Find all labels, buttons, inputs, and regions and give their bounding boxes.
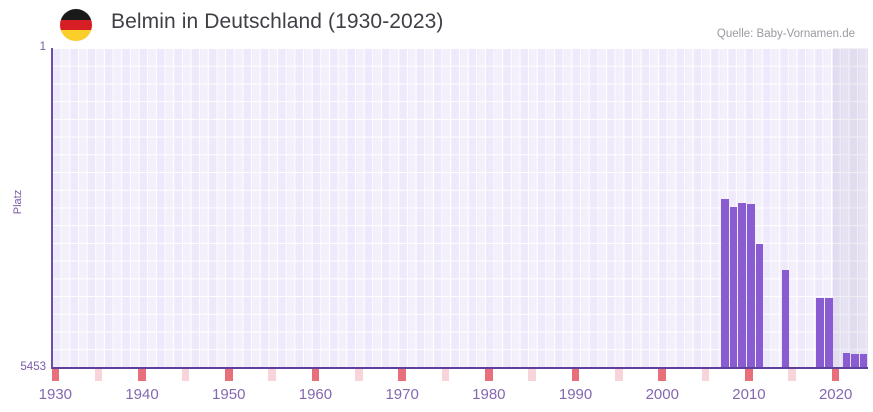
- x-tick-mark-2000: [658, 369, 667, 381]
- x-axis-label-1960: 1960: [298, 386, 333, 403]
- x-tick-mark-1970: [398, 369, 406, 381]
- x-tick-mark-1945: [181, 369, 190, 381]
- bar-2008[interactable]: [729, 206, 738, 367]
- page-title: Belmin in Deutschland (1930-2023): [111, 10, 444, 33]
- x-tick-mark-2015: [788, 369, 797, 381]
- x-axis-label-1930: 1930: [38, 386, 73, 403]
- x-axis-labels: 1930 1940 1950 1960 1970 1980 1990 2000 2010 2020: [0, 386, 873, 408]
- y-axis-tick-bottom: 5453: [20, 361, 46, 373]
- x-axis-label-1950: 1950: [212, 386, 246, 403]
- x-tick-mark-1935: [94, 369, 103, 381]
- bar-2018[interactable]: [816, 297, 825, 367]
- bar-2021[interactable]: [842, 353, 851, 367]
- x-axis-label-1940: 1940: [125, 386, 159, 403]
- x-tick-mark-2010: [745, 369, 753, 381]
- x-axis-label-1980: 1980: [472, 386, 506, 403]
- bar-2009[interactable]: [738, 202, 747, 367]
- bar-2019[interactable]: [825, 297, 833, 367]
- y-axis-title: Platz: [12, 189, 24, 215]
- x-axis-label-2010: 2010: [732, 386, 766, 403]
- german-flag-icon: [60, 9, 92, 41]
- x-tick-mark-1975: [441, 369, 450, 381]
- flag-band-black: [60, 9, 92, 20]
- x-axis-label-1970: 1970: [385, 386, 419, 403]
- bar-2023[interactable]: [859, 353, 868, 367]
- bar-2007[interactable]: [721, 199, 729, 367]
- bar-series: [53, 48, 868, 367]
- flag-band-gold: [60, 30, 92, 41]
- x-tick-mark-1955: [268, 369, 276, 381]
- x-tick-mark-1990: [571, 369, 580, 381]
- x-tick-mark-1985: [528, 369, 536, 381]
- chart-header: Belmin in Deutschland (1930-2023) Quelle…: [0, 0, 873, 48]
- x-tick-mark-1930: [51, 369, 60, 381]
- x-tick-mark-1960: [311, 369, 320, 381]
- bar-2010[interactable]: [747, 203, 755, 367]
- x-tick-mark-1965: [354, 369, 363, 381]
- flag-band-red: [60, 19, 92, 31]
- x-tick-mark-1995: [615, 369, 623, 381]
- x-axis-label-2000: 2000: [645, 386, 679, 403]
- bar-2022[interactable]: [851, 353, 859, 367]
- x-tick-mark-2020: [831, 369, 840, 381]
- x-tick-mark-1980: [485, 369, 493, 381]
- plot-area: [51, 48, 868, 369]
- y-axis-tick-top: 1: [39, 41, 46, 53]
- bar-2014[interactable]: [781, 269, 790, 367]
- x-tick-mark-2005: [701, 369, 710, 381]
- x-axis-label-1990: 1990: [558, 386, 593, 403]
- x-axis-label-2020: 2020: [818, 386, 853, 403]
- source-attribution: Quelle: Baby-Vornamen.de: [716, 28, 855, 40]
- x-axis-tick-marks: [51, 369, 866, 383]
- bar-2011[interactable]: [755, 243, 764, 367]
- x-tick-mark-1950: [224, 369, 233, 381]
- x-tick-mark-1940: [138, 369, 146, 381]
